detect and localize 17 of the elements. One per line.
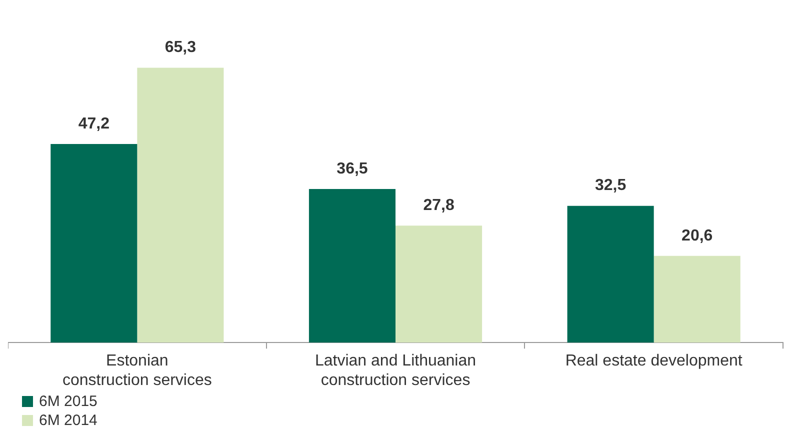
data-label: 20,6 xyxy=(682,227,713,244)
bar xyxy=(308,188,396,343)
data-label: 36,5 xyxy=(336,160,368,178)
x-tick-label: Estonian construction services xyxy=(62,352,212,389)
legend-label: 6M 2015 xyxy=(39,393,98,410)
bar xyxy=(567,206,654,343)
x-tick-label: Latvian and Lithuanian construction services xyxy=(314,352,476,389)
bar xyxy=(137,68,224,343)
data-label: 32,5 xyxy=(594,177,626,194)
data-label: 27,8 xyxy=(423,197,454,214)
data-label: 65,3 xyxy=(164,39,196,56)
data-label: 47,2 xyxy=(78,115,110,132)
legend-label: 6M 2014 xyxy=(39,412,98,429)
bar xyxy=(50,144,138,343)
bar xyxy=(654,256,740,343)
bar xyxy=(396,226,482,343)
x-tick-label: Real estate development xyxy=(565,352,743,370)
